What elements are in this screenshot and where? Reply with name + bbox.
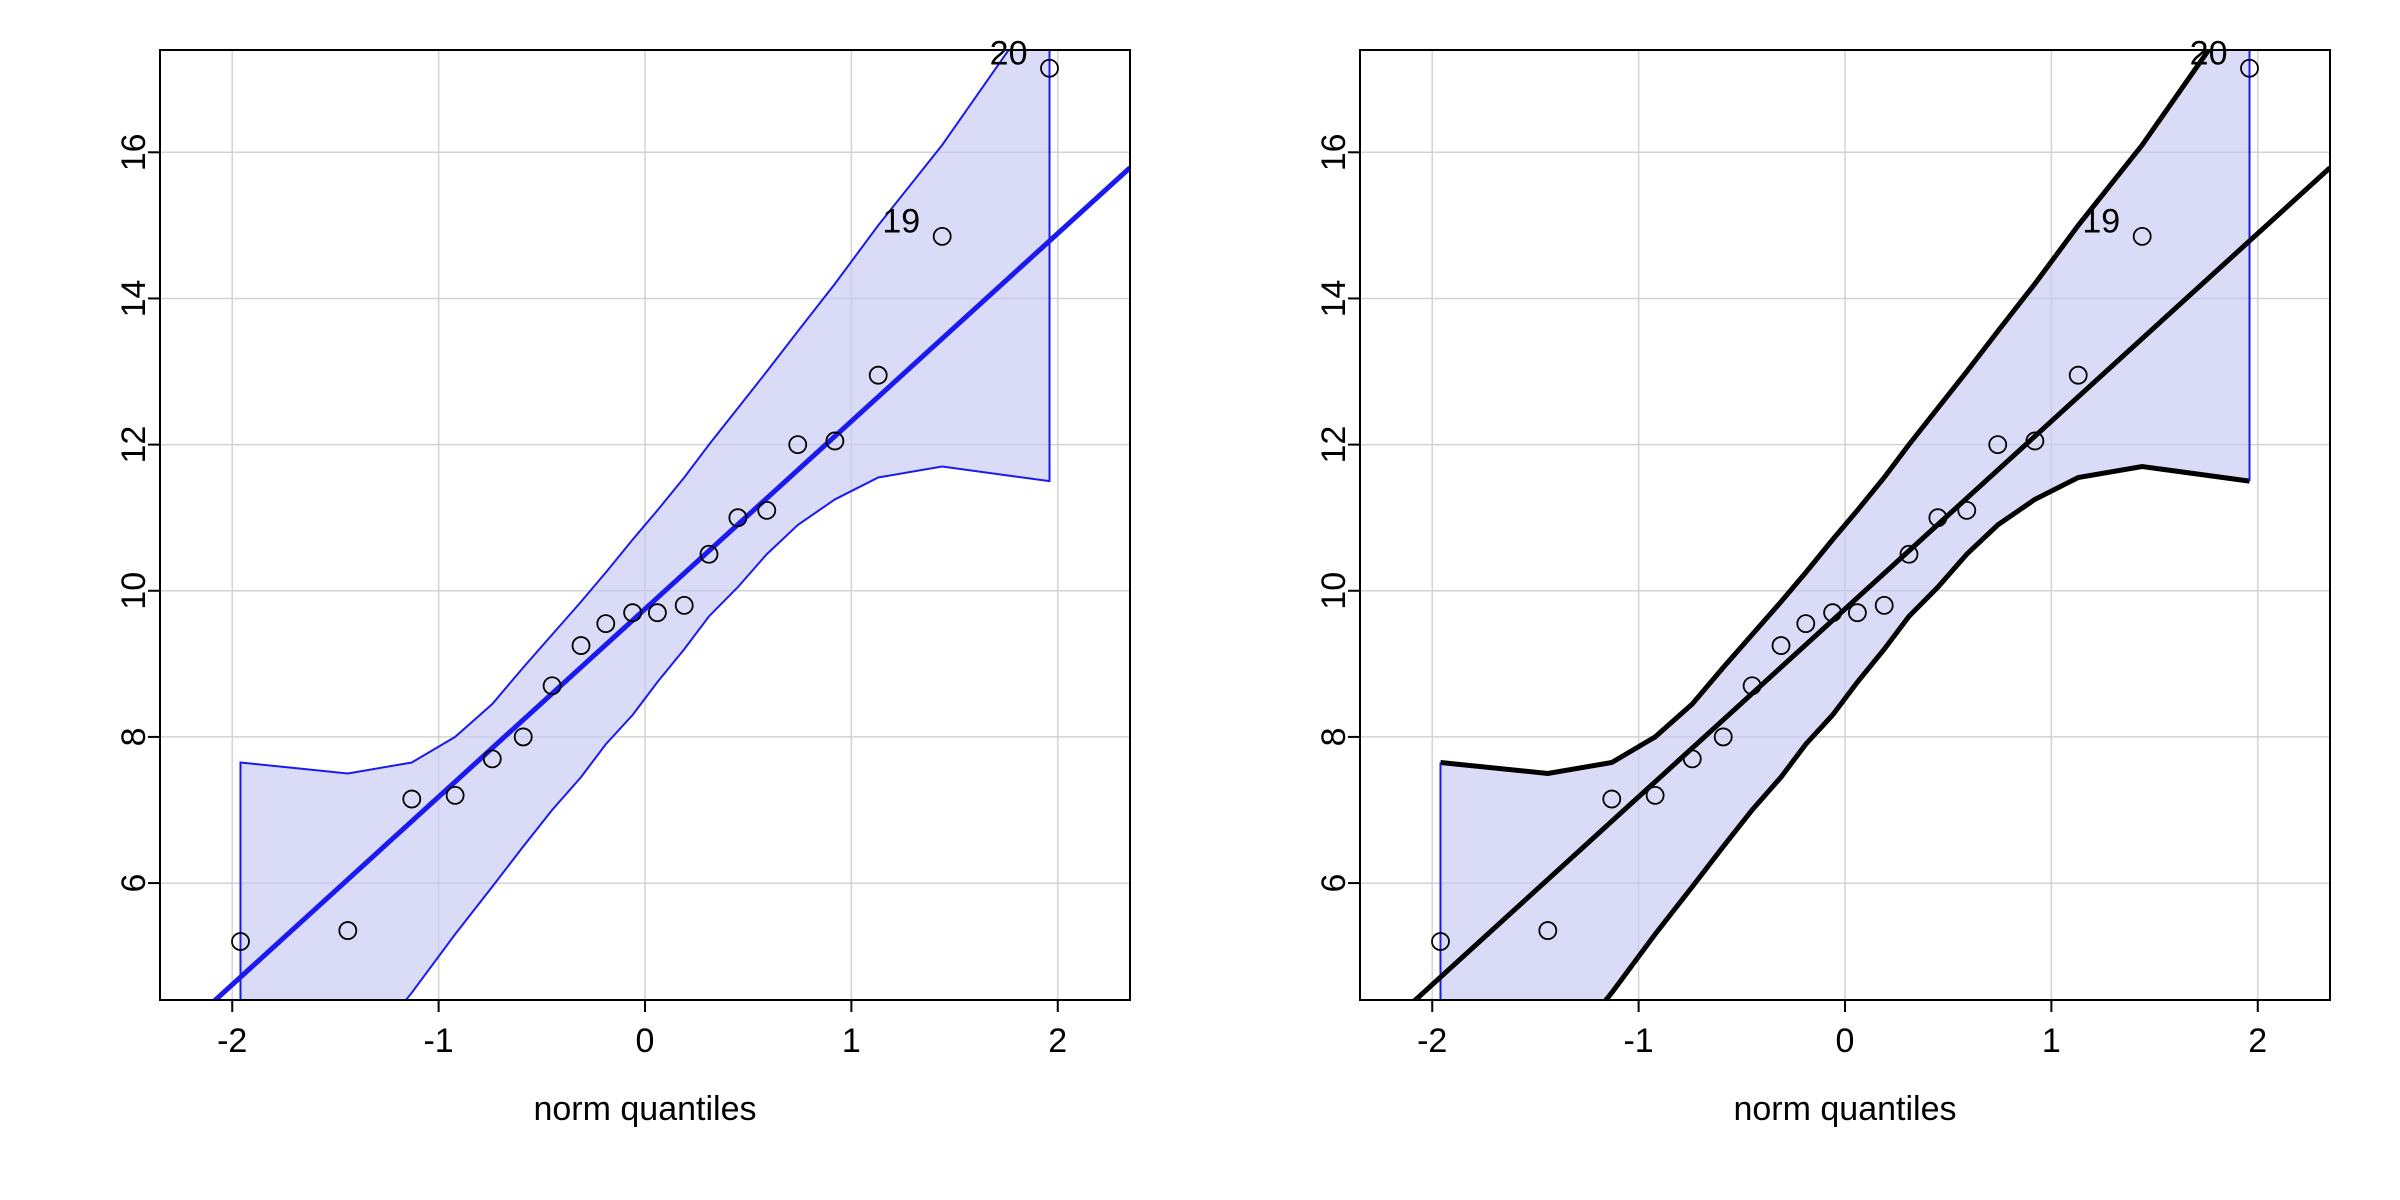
qq-svg-right: 2019-2-10126810121416norm quantiles	[1200, 0, 2400, 1200]
x-axis-label: norm quantiles	[1733, 1090, 1956, 1128]
x-tick-label: 0	[636, 1022, 655, 1060]
y-tick-label: 14	[1315, 280, 1353, 318]
point-annotation: 19	[2082, 202, 2120, 240]
x-tick-label: -1	[1623, 1022, 1653, 1060]
y-tick-label: 14	[115, 280, 153, 318]
x-tick-label: -2	[217, 1022, 247, 1060]
x-tick-label: 2	[2248, 1022, 2267, 1060]
point-annotation: 19	[882, 202, 920, 240]
y-tick-label: 12	[115, 426, 153, 464]
point-annotation: 20	[990, 34, 1028, 72]
point-annotation: 20	[2190, 34, 2228, 72]
x-tick-label: 1	[842, 1022, 861, 1060]
y-tick-label: 16	[1315, 133, 1353, 171]
y-tick-label: 10	[1315, 572, 1353, 610]
figure-container: 2019-2-10126810121416norm quantiles 2019…	[0, 0, 2400, 1200]
y-tick-label: 8	[1315, 727, 1353, 746]
x-tick-label: 1	[2042, 1022, 2061, 1060]
qq-panel-left: 2019-2-10126810121416norm quantiles	[0, 0, 1200, 1200]
x-tick-label: 2	[1048, 1022, 1067, 1060]
qq-svg-left: 2019-2-10126810121416norm quantiles	[0, 0, 1200, 1200]
x-axis-label: norm quantiles	[533, 1090, 756, 1128]
y-tick-label: 6	[1315, 874, 1353, 893]
y-tick-label: 8	[115, 727, 153, 746]
y-tick-label: 10	[115, 572, 153, 610]
y-tick-label: 16	[115, 133, 153, 171]
x-tick-label: 0	[1836, 1022, 1855, 1060]
x-tick-label: -1	[423, 1022, 453, 1060]
y-tick-label: 12	[1315, 426, 1353, 464]
y-tick-label: 6	[115, 874, 153, 893]
qq-panel-right: 2019-2-10126810121416norm quantiles	[1200, 0, 2400, 1200]
x-tick-label: -2	[1417, 1022, 1447, 1060]
